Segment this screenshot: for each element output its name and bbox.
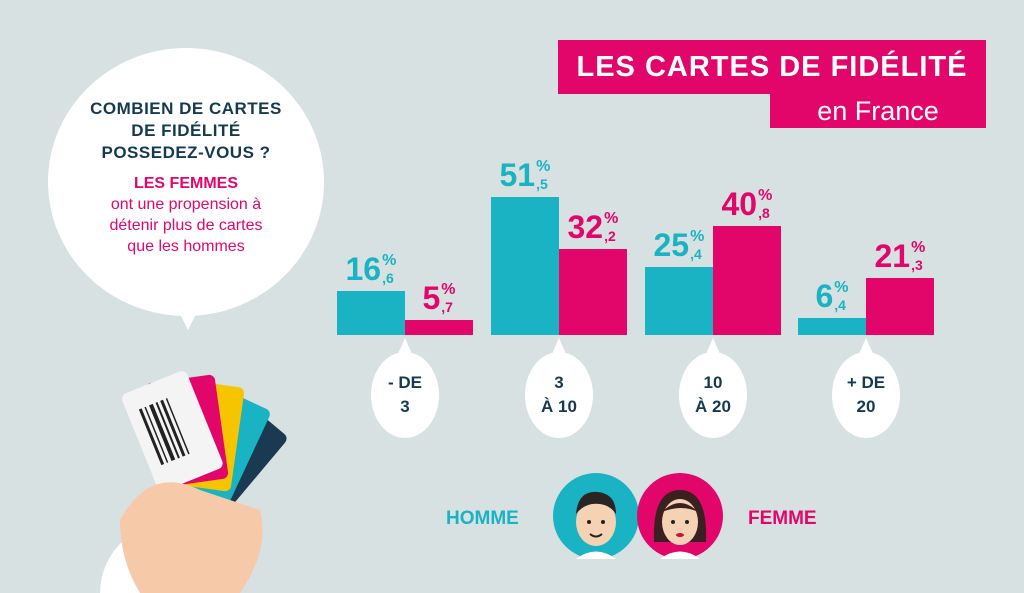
hand-with-cards-illustration <box>100 371 287 593</box>
question-text: COMBIEN DE CARTES DE FIDÉLITÉ POSSEDEZ-V… <box>90 99 282 162</box>
data-label-suffix: % ,4 <box>834 278 849 313</box>
homme-avatar-icon <box>553 473 639 559</box>
data-label-integer: 6 <box>815 277 834 314</box>
answer-text: ont une propension à détenir plus de car… <box>109 196 263 255</box>
category-label-3: + DE 20 <box>832 338 900 438</box>
data-label-decimal: ,6 <box>382 269 394 286</box>
data-label-homme-3: 6% ,4 <box>815 277 849 314</box>
data-label-unit: % <box>604 209 619 227</box>
data-label-unit: % <box>758 186 773 204</box>
bar-femme-2 <box>713 225 781 335</box>
data-label-femme-1: 32% ,2 <box>567 208 619 245</box>
bar-femme-1 <box>559 248 627 335</box>
category-label-1: 3 À 10 <box>525 338 593 438</box>
data-label-unit: % <box>834 278 849 296</box>
data-label-homme-2: 25% ,4 <box>653 226 705 263</box>
bar-homme-0 <box>337 290 405 335</box>
hand <box>120 482 263 593</box>
data-label-decimal: ,3 <box>911 256 923 273</box>
bar-homme-3 <box>798 317 866 335</box>
bar-homme-2 <box>645 266 713 335</box>
data-label-homme-1: 51% ,5 <box>499 156 551 193</box>
speech-bubble-text: COMBIEN DE CARTES DE FIDÉLITÉ POSSEDEZ-V… <box>78 98 294 257</box>
title: LES CARTES DE FIDÉLITÉ <box>558 40 986 94</box>
data-label-suffix: % ,3 <box>911 238 926 273</box>
data-label-suffix: % ,6 <box>382 251 397 286</box>
data-label-decimal: ,8 <box>758 204 770 221</box>
data-label-decimal: ,4 <box>834 296 846 313</box>
bar-femme-0 <box>405 319 473 335</box>
data-label-integer: 32 <box>567 208 604 245</box>
data-label-suffix: % ,7 <box>441 280 456 315</box>
legend-avatars <box>553 473 723 559</box>
data-label-unit: % <box>536 157 551 175</box>
data-label-femme-2: 40% ,8 <box>721 185 773 222</box>
subtitle: en France <box>770 94 986 128</box>
data-label-unit: % <box>441 280 456 298</box>
category-label-2: 10 À 20 <box>679 338 747 438</box>
data-label-integer: 5 <box>422 279 441 316</box>
data-label-suffix: % ,2 <box>604 209 619 244</box>
card-barcode <box>122 371 223 492</box>
data-label-integer: 25 <box>653 226 690 263</box>
data-label-unit: % <box>690 227 705 245</box>
data-label-femme-0: 5% ,7 <box>422 279 456 316</box>
data-label-unit: % <box>911 238 926 256</box>
data-label-femme-3: 21% ,3 <box>874 237 926 274</box>
barcode-icon <box>138 398 190 466</box>
data-label-integer: 51 <box>499 156 536 193</box>
data-label-decimal: ,7 <box>441 298 453 315</box>
data-label-suffix: % ,4 <box>690 227 705 262</box>
data-label-integer: 21 <box>874 237 911 274</box>
data-label-integer: 16 <box>345 250 382 287</box>
data-label-decimal: ,4 <box>690 245 702 262</box>
legend-homme-label: HOMME <box>446 508 519 529</box>
data-label-integer: 40 <box>721 185 758 222</box>
speech-bubble-tail <box>178 310 198 330</box>
data-label-unit: % <box>382 251 397 269</box>
bar-homme-1 <box>491 196 559 335</box>
data-label-suffix: % ,5 <box>536 157 551 192</box>
speech-bubble <box>48 48 324 316</box>
data-label-suffix: % ,8 <box>758 186 773 221</box>
answer-highlight: LES FEMMES <box>133 175 238 192</box>
data-label-decimal: ,2 <box>604 227 616 244</box>
data-label-decimal: ,5 <box>536 175 548 192</box>
bar-femme-3 <box>866 277 934 335</box>
femme-avatar-icon <box>637 473 723 559</box>
data-label-homme-0: 16% ,6 <box>345 250 397 287</box>
category-label-0: - DE 3 <box>371 338 439 438</box>
legend-femme-label: FEMME <box>748 508 817 529</box>
